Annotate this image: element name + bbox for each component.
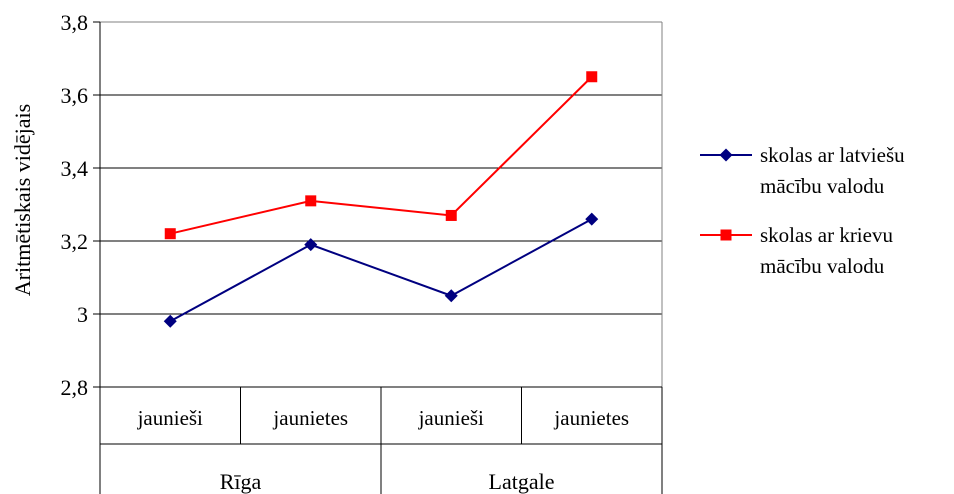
y-tick-label: 3,2: [61, 229, 89, 254]
series-2: [164, 71, 598, 240]
series-line: [169, 218, 593, 323]
x-category-label: jaunieši: [418, 406, 484, 430]
data-point: [586, 71, 598, 83]
legend-marker: [720, 229, 732, 241]
data-point: [304, 238, 318, 252]
y-axis-label: Aritmētiskais vidējais: [10, 104, 35, 296]
legend-label: mācību valodu: [760, 254, 885, 278]
legend-marker: [719, 148, 733, 162]
legend-label: mācību valodu: [760, 174, 885, 198]
x-axis-categories: jaunieši jaunietes jaunieši jaunietes Rīga La…: [137, 406, 629, 494]
data-point: [444, 289, 458, 303]
y-tick-label: 3,8: [61, 10, 89, 35]
y-tick-label: 3,4: [61, 156, 89, 181]
data-point: [585, 212, 599, 226]
data-point: [164, 228, 176, 240]
x-category-label: jaunietes: [272, 406, 348, 430]
y-tick-label: 3,6: [61, 83, 89, 108]
series-line: [170, 76, 593, 235]
data-point: [163, 314, 177, 328]
y-axis-ticks: 2,8 3 3,2 3,4 3,6 3,8: [61, 10, 100, 400]
y-tick-label: 2,8: [61, 375, 89, 400]
x-group-label: Latgale: [489, 469, 555, 494]
data-point: [305, 195, 317, 207]
x-category-label: jaunieši: [137, 406, 203, 430]
series-1: [163, 212, 599, 328]
series-layer: [163, 71, 599, 328]
x-category-label: jaunietes: [553, 406, 629, 430]
legend-item: skolas ar krievu mācību valodu: [700, 223, 893, 278]
legend-label: skolas ar latviešu: [760, 143, 905, 167]
axes: [99, 21, 663, 494]
legend-label: skolas ar krievu: [760, 223, 893, 247]
legend-item: skolas ar latviešu mācību valodu: [700, 143, 905, 198]
x-group-label: Rīga: [220, 469, 262, 494]
data-point: [445, 209, 457, 221]
y-tick-label: 3: [77, 302, 88, 327]
